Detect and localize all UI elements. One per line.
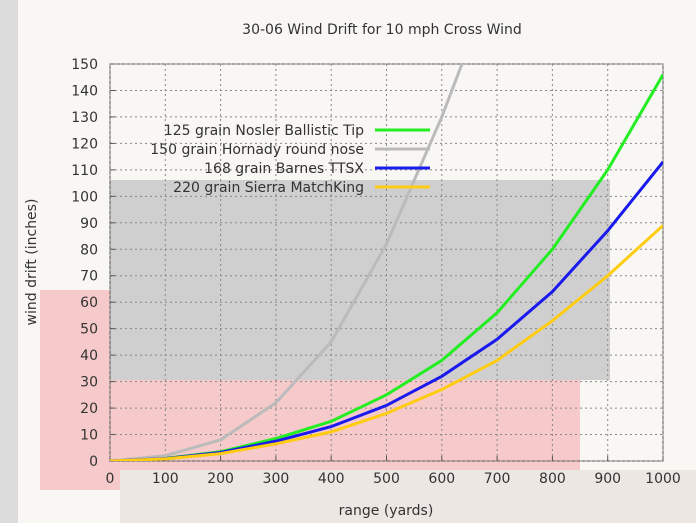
x-tick-label: 400: [318, 471, 345, 487]
y-axis-label: wind drift (inches): [24, 199, 40, 326]
y-tick-label: 140: [71, 83, 98, 99]
y-tick-label: 110: [71, 163, 98, 179]
x-tick-label: 600: [428, 471, 455, 487]
series-line: [110, 224, 663, 461]
y-tick-label: 30: [80, 375, 98, 391]
x-axis-label: range (yards): [339, 503, 434, 519]
chart-title: 30-06 Wind Drift for 10 mph Cross Wind: [242, 22, 522, 38]
y-tick-label: 20: [80, 401, 98, 417]
x-tick-label: 1000: [645, 471, 681, 487]
x-tick-label: 900: [594, 471, 621, 487]
y-tick-label: 10: [80, 428, 98, 444]
legend-label: 168 grain Barnes TTSX: [204, 161, 364, 177]
y-tick-label: 150: [71, 57, 98, 73]
legend-label: 220 grain Sierra MatchKing: [173, 180, 364, 196]
y-tick-label: 90: [80, 216, 98, 232]
x-tick-label: 300: [263, 471, 290, 487]
legend-label: 125 grain Nosler Ballistic Tip: [164, 123, 364, 139]
y-tick-label: 130: [71, 110, 98, 126]
y-tick-label: 70: [80, 269, 98, 285]
y-tick-label: 0: [89, 454, 98, 470]
y-tick-label: 40: [80, 348, 98, 364]
x-tick-label: 800: [539, 471, 566, 487]
y-tick-label: 50: [80, 322, 98, 338]
x-tick-label: 700: [484, 471, 511, 487]
y-tick-label: 60: [80, 295, 98, 311]
series-line: [110, 64, 464, 461]
y-tick-label: 100: [71, 189, 98, 205]
x-tick-label: 200: [207, 471, 234, 487]
x-tick-label: 100: [152, 471, 179, 487]
y-tick-label: 80: [80, 242, 98, 258]
legend-label: 150 grain Hornady round nose: [150, 142, 364, 158]
x-tick-label: 0: [106, 471, 115, 487]
y-tick-label: 120: [71, 136, 98, 152]
x-tick-label: 500: [373, 471, 400, 487]
